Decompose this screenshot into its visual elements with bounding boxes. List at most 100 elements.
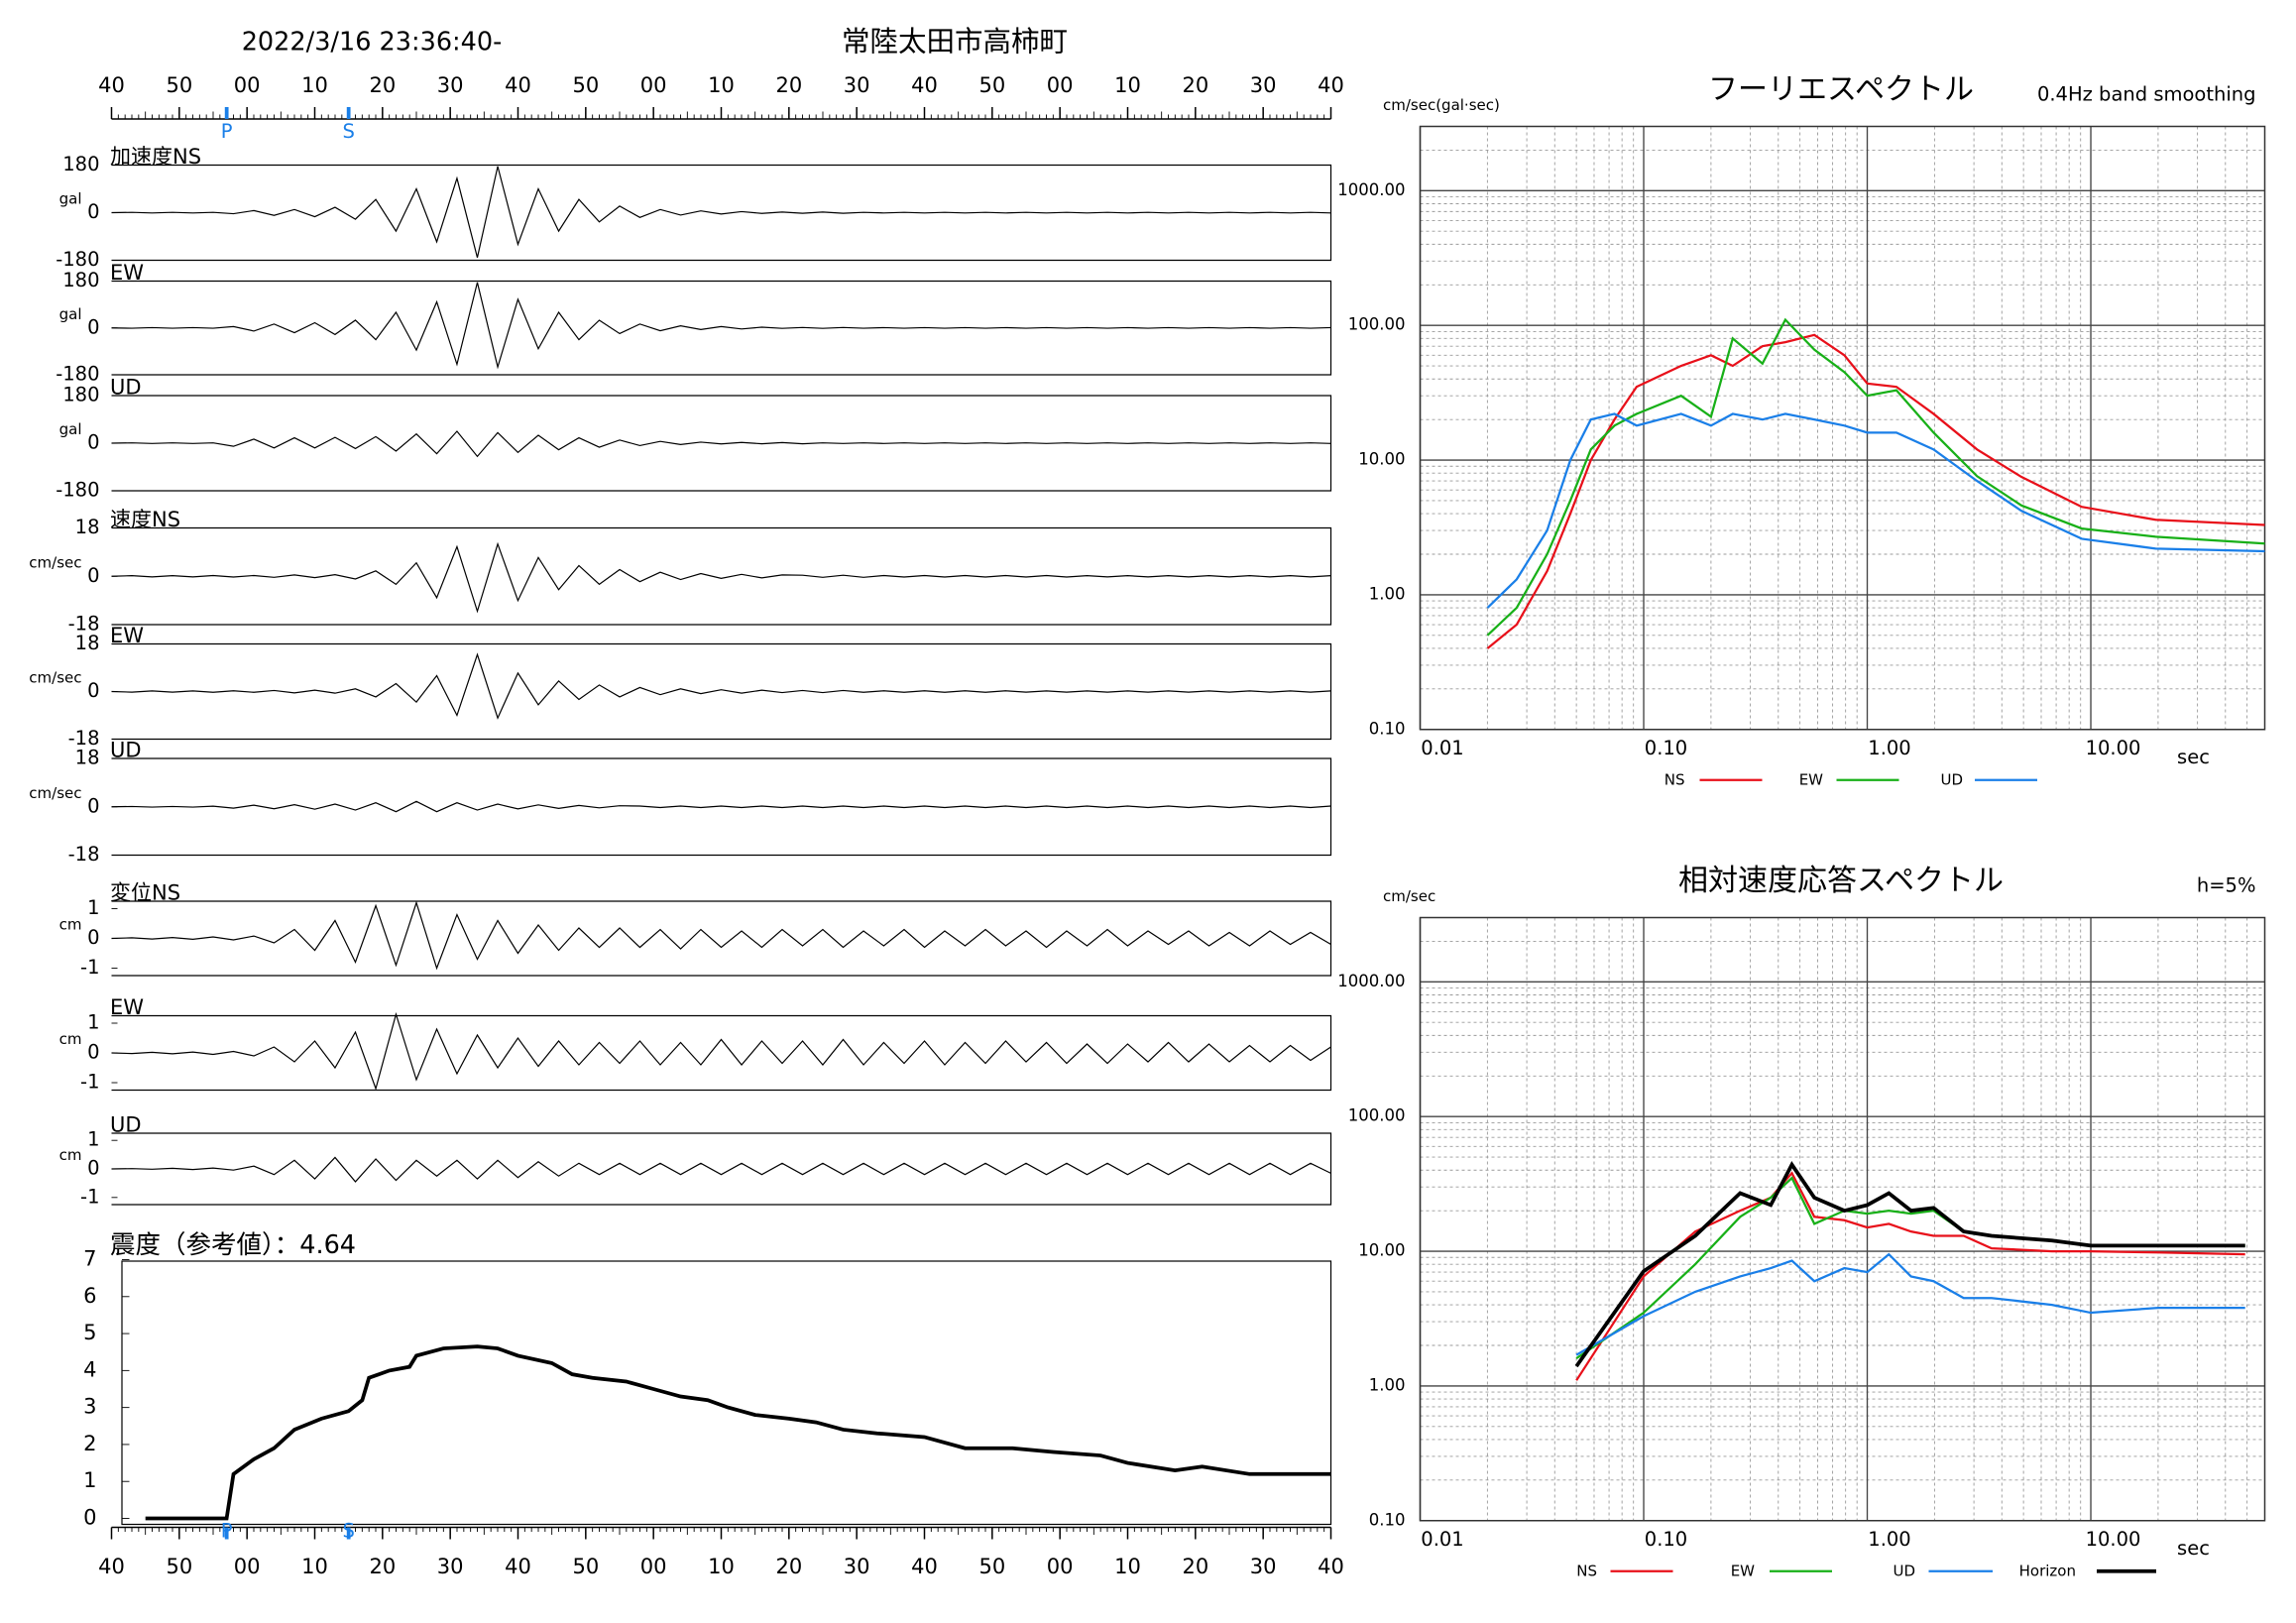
time-tick-label: 40	[911, 73, 938, 97]
time-tick-label: 40	[98, 1555, 125, 1578]
y-tick-label: 1000.00	[1337, 180, 1405, 199]
time-tick-label: 00	[234, 1555, 261, 1578]
phase-label: S	[342, 120, 354, 143]
spectrum-line	[1486, 333, 2265, 649]
waveform	[111, 1011, 1331, 1091]
phase-label: S	[342, 1520, 354, 1543]
panel-label: UD	[110, 1113, 142, 1137]
intensity-title: 震度（参考値）：4.64	[110, 1230, 356, 1260]
panel-frame	[111, 1132, 1332, 1206]
spectrum-line	[1574, 1161, 2245, 1368]
spectrum-frame	[1419, 125, 2266, 731]
y-tick-label: 0	[87, 1157, 99, 1180]
y-tick-label: -180	[56, 248, 99, 271]
time-tick-label: 20	[369, 1555, 396, 1578]
spectrum-title: 相対速度応答スペクトル	[1678, 864, 2004, 898]
unit-label: gal	[59, 305, 82, 323]
y-tick-label: 1	[87, 1128, 99, 1151]
x-unit: sec	[2177, 1537, 2210, 1560]
time-tick-label: 20	[1182, 73, 1208, 97]
y-tick-label: 10.00	[1358, 450, 1405, 469]
time-tick-label: 40	[1318, 73, 1344, 97]
record-time: 2022/3/16 23:36:40-	[242, 28, 503, 58]
y-tick-label: 1	[87, 896, 99, 919]
time-tick-label: 30	[844, 1555, 870, 1578]
y-tick-label: 0.10	[1369, 719, 1406, 738]
time-tick-label: 40	[505, 73, 531, 97]
time-tick-label: 30	[437, 73, 464, 97]
legend-label: NS	[1576, 1562, 1597, 1579]
time-tick-label: 50	[978, 73, 1005, 97]
panel-label: 変位NS	[110, 881, 180, 905]
unit-label: cm	[59, 1030, 82, 1048]
y-tick-label: 2	[83, 1432, 96, 1455]
y-tick-label: -180	[56, 363, 99, 386]
y-tick-label: 0	[87, 926, 99, 949]
y-tick-label: 10.00	[1358, 1241, 1405, 1260]
time-tick-label: 20	[369, 73, 396, 97]
y-tick-label: 1	[83, 1468, 96, 1492]
x-tick-label: 1.00	[1868, 737, 1910, 759]
y-unit: cm/sec	[1383, 887, 1435, 905]
time-tick-label: 50	[572, 73, 599, 97]
legend-label: UD	[1940, 770, 1963, 788]
unit-label: cm/sec	[29, 669, 81, 687]
y-tick-label: 180	[62, 153, 99, 175]
y-tick-label: 1000.00	[1337, 972, 1405, 990]
waveform	[111, 900, 1331, 971]
time-tick-label: 00	[640, 1555, 667, 1578]
spectrum-line	[1575, 1176, 2245, 1360]
y-tick-label: -1	[80, 1185, 99, 1208]
x-tick-label: 0.10	[1645, 1528, 1687, 1551]
panel-label: UD	[110, 739, 142, 762]
phase-label: P	[221, 120, 233, 143]
y-tick-label: -1	[80, 956, 99, 979]
panel-label: EW	[110, 995, 144, 1019]
time-tick-label: 40	[1318, 1555, 1344, 1578]
y-tick-label: 0	[87, 794, 99, 817]
y-tick-label: 3	[83, 1395, 96, 1419]
panel-label: EW	[110, 624, 144, 647]
x-tick-label: 0.01	[1421, 737, 1463, 759]
panel-label: UD	[110, 376, 142, 400]
time-tick-label: 10	[301, 73, 328, 97]
y-tick-label: 0	[87, 1041, 99, 1064]
y-tick-label: 7	[83, 1247, 96, 1271]
y-tick-label: 18	[75, 516, 100, 538]
legend-label: Horizon	[2019, 1562, 2076, 1579]
panel-label: EW	[110, 261, 144, 285]
y-tick-label: -18	[68, 727, 100, 750]
legend-label: EW	[1799, 770, 1823, 788]
spectrum-subtitle: h=5%	[2197, 874, 2256, 897]
waveform	[111, 541, 1331, 614]
spectrum-frame	[1419, 916, 2266, 1522]
y-tick-label: 6	[83, 1284, 96, 1308]
y-tick-label: -180	[56, 479, 99, 502]
time-tick-label: 30	[1250, 73, 1277, 97]
y-tick-label: 0	[87, 315, 99, 338]
x-unit: sec	[2177, 746, 2210, 768]
phase-label: P	[221, 1520, 233, 1543]
x-tick-label: 0.10	[1645, 737, 1687, 759]
time-tick-label: 10	[1114, 1555, 1141, 1578]
time-tick-label: 50	[572, 1555, 599, 1578]
time-tick-label: 50	[166, 73, 192, 97]
y-tick-label: -1	[80, 1071, 99, 1094]
y-tick-label: -18	[68, 613, 100, 636]
time-tick-label: 40	[98, 73, 125, 97]
y-tick-label: 5	[83, 1321, 96, 1344]
panel-frame	[111, 757, 1332, 857]
time-tick-label: 20	[775, 73, 802, 97]
unit-label: gal	[59, 420, 82, 438]
spectrum-title: フーリエスペクトル	[1708, 72, 1974, 107]
y-tick-label: 180	[62, 269, 99, 291]
time-tick-label: 20	[1182, 1555, 1208, 1578]
unit-label: cm	[59, 1146, 82, 1164]
waveform	[111, 430, 1331, 458]
y-tick-label: 0	[87, 679, 99, 702]
time-tick-label: 50	[978, 1555, 1005, 1578]
x-tick-label: 10.00	[2086, 1528, 2141, 1551]
unit-label: cm/sec	[29, 553, 81, 571]
panel-frame	[111, 1014, 1332, 1092]
